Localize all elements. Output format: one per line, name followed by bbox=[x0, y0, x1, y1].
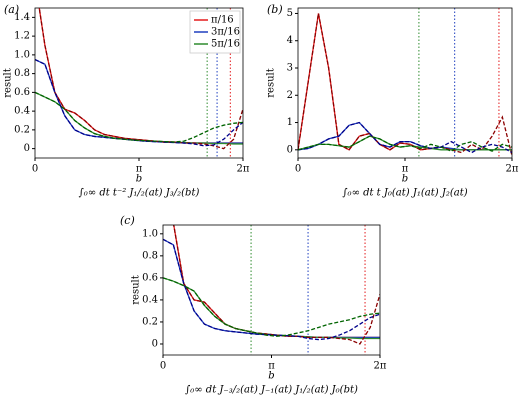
series-line bbox=[173, 225, 380, 339]
series-line bbox=[163, 277, 380, 337]
series-line bbox=[298, 121, 512, 154]
series-line bbox=[35, 58, 243, 147]
y-axis-label: result bbox=[131, 275, 142, 305]
panel-label: (b) bbox=[267, 3, 283, 16]
caption: ∫₀∞ dt t⁻² J₁/₂(at) J₃/₂(bt) bbox=[79, 188, 200, 199]
y-axis-label: result bbox=[266, 68, 277, 98]
x-tick-label: 2π bbox=[506, 164, 519, 175]
series-line bbox=[173, 225, 380, 345]
y-tick-label: 0 bbox=[24, 143, 30, 154]
y-tick-label: 5 bbox=[287, 8, 293, 19]
x-tick-label: 2π bbox=[374, 361, 387, 372]
y-tick-label: 0.6 bbox=[142, 272, 158, 283]
plot-frame bbox=[34, 7, 244, 159]
y-tick-label: 0 bbox=[152, 338, 158, 349]
legend-label: 3π/16 bbox=[211, 27, 240, 38]
x-tick-label: 0 bbox=[32, 164, 38, 175]
series-line bbox=[163, 238, 380, 339]
legend-label: 5π/16 bbox=[211, 39, 240, 50]
series-line bbox=[38, 8, 243, 150]
series-line bbox=[35, 91, 243, 145]
y-tick-label: 1.0 bbox=[14, 49, 30, 60]
x-axis-label: b bbox=[268, 371, 274, 382]
y-tick-label: 0.2 bbox=[14, 124, 30, 135]
y-tick-label: 0.6 bbox=[14, 87, 30, 98]
x-tick-label: π bbox=[402, 164, 409, 175]
panel: (c) 0 0.2 0.4 0.6 0.8 1.0 0 π 2π b ∫₀∞ dt J₋₃/₂(at)… bbox=[120, 214, 387, 396]
y-tick-label: 0.4 bbox=[14, 106, 30, 117]
x-axis-label: b bbox=[402, 174, 408, 185]
series-line bbox=[298, 135, 512, 152]
y-tick-label: 0.8 bbox=[14, 68, 30, 79]
plot-frame bbox=[162, 224, 381, 356]
x-tick-label: 2π bbox=[237, 164, 250, 175]
plot-frame bbox=[297, 7, 513, 159]
y-tick-label: 0.2 bbox=[142, 316, 158, 327]
y-tick-label: 0 bbox=[287, 144, 293, 155]
x-tick-label: π bbox=[136, 164, 143, 175]
x-tick-label: 0 bbox=[295, 164, 301, 175]
x-tick-label: π bbox=[268, 361, 275, 372]
series-line bbox=[163, 238, 380, 341]
y-tick-label: 1.4 bbox=[14, 12, 30, 23]
y-tick-label: 4 bbox=[287, 35, 293, 46]
legend-label: π/16 bbox=[211, 15, 234, 26]
x-axis-label: b bbox=[136, 174, 142, 185]
y-tick-label: 1.2 bbox=[14, 31, 30, 42]
y-tick-label: 3 bbox=[287, 63, 293, 74]
series-line bbox=[163, 277, 380, 340]
panel: (a) 0 0.2 0.4 0.6 0.8 1.0 1.2 1.4 0 π 2π b ∫₀∞ dt t⁻²… bbox=[3, 3, 250, 199]
panel-label: (a) bbox=[4, 3, 19, 16]
y-tick-label: 0.8 bbox=[142, 250, 158, 261]
series-line bbox=[298, 13, 512, 156]
panel: (b) 0 1 2 3 4 5 0 π 2π b ∫₀∞ dt t J₀(at) J₁(at) J₂(… bbox=[266, 3, 519, 199]
caption: ∫₀∞ dt t J₀(at) J₁(at) J₂(at) bbox=[342, 188, 467, 199]
y-tick-label: 1.0 bbox=[142, 228, 158, 239]
y-tick-label: 1 bbox=[287, 117, 293, 128]
panel-label: (c) bbox=[120, 214, 135, 227]
x-tick-label: 0 bbox=[160, 361, 166, 372]
y-axis-label: result bbox=[3, 68, 14, 98]
caption: ∫₀∞ dt J₋₃/₂(at) J₋₁(at) J₁/₂(at) J₀(bt) bbox=[185, 385, 358, 396]
y-tick-label: 0.4 bbox=[142, 294, 158, 305]
series-line bbox=[35, 58, 243, 144]
y-tick-label: 2 bbox=[287, 90, 293, 101]
